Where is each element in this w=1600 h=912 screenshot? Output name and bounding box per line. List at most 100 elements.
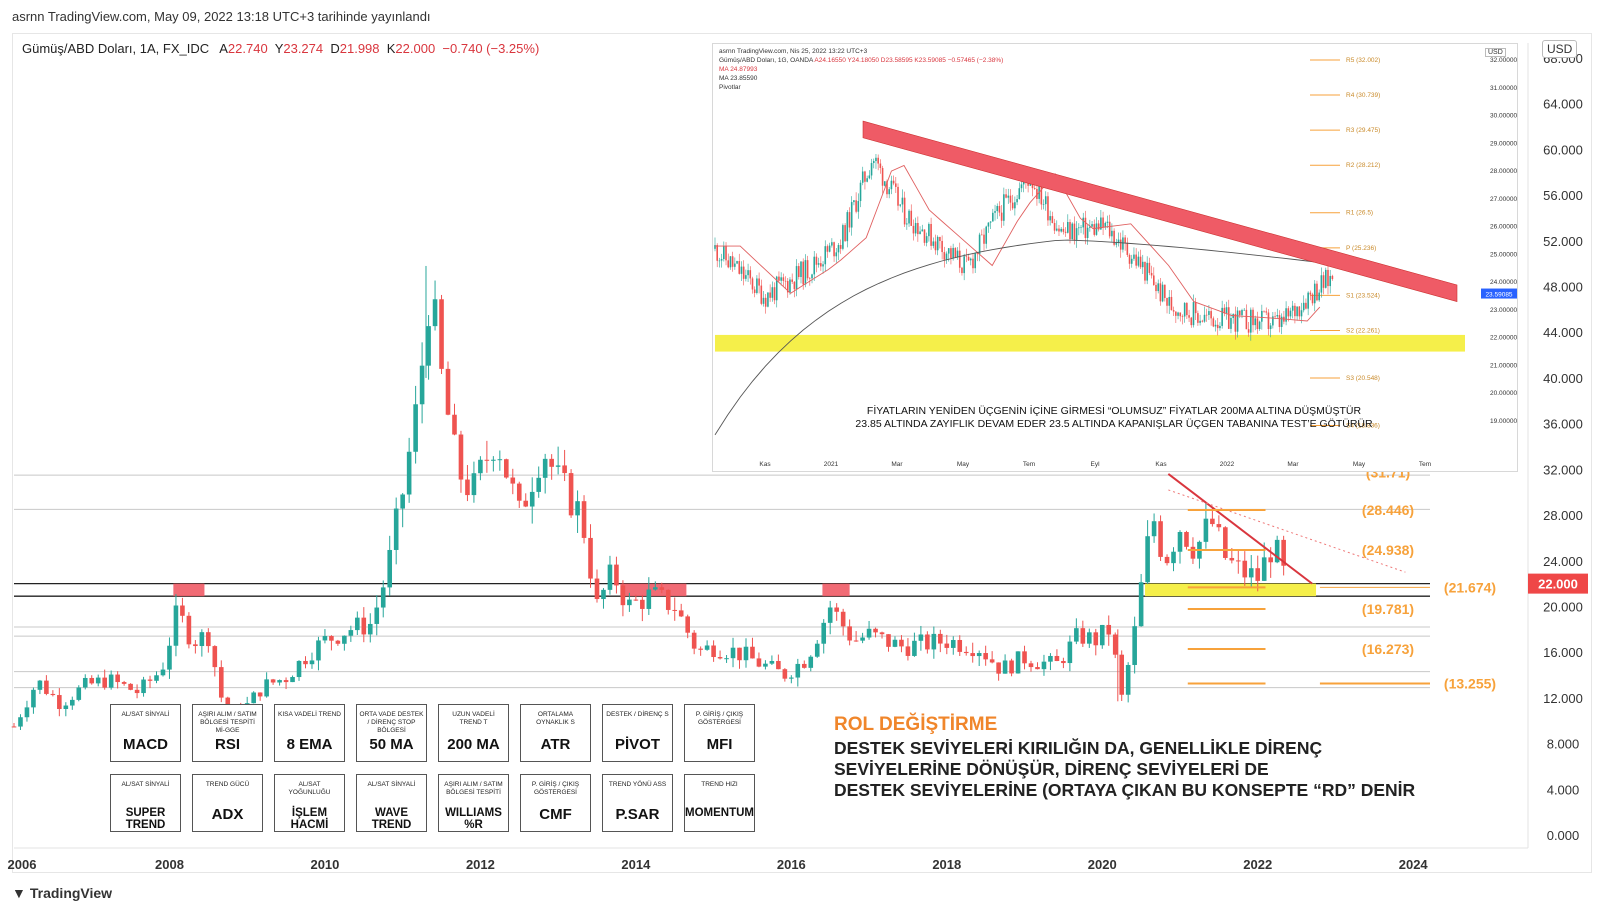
candle-body: [523, 500, 529, 507]
candle-body: [652, 587, 658, 590]
candle-body: [776, 660, 781, 670]
candle-body: [491, 459, 496, 461]
indicator-box: ORTA VADE DESTEK / DİRENÇ STOP BÖLGESİ 50…: [356, 704, 427, 762]
candle-body: [11, 726, 17, 728]
inset-ma2: MA 23.85590: [719, 75, 758, 82]
candle-body: [808, 656, 814, 668]
high-value: 23.274: [283, 41, 324, 56]
candle-body: [193, 644, 198, 647]
candle-body: [186, 615, 192, 645]
indicator-box: AL/SAT SİNYALİ SUPER TREND: [110, 774, 181, 832]
candle-body: [983, 653, 988, 660]
indicator-name: RSI: [214, 736, 240, 753]
candle-body: [1223, 527, 1228, 558]
y-tick-label: 56.000: [1543, 188, 1583, 203]
candle-body: [316, 640, 321, 661]
candle-body: [445, 368, 451, 415]
candle-body: [627, 599, 632, 606]
candle-body: [1099, 624, 1105, 646]
indicator-box: ORTALAMA OYNAKLIK S ATR: [520, 704, 591, 762]
x-tick-label: 2008: [155, 857, 184, 872]
candle-body: [478, 459, 483, 474]
inset-open: A24.16550: [814, 57, 846, 64]
candle-body: [763, 663, 768, 667]
candle-body: [1164, 556, 1170, 564]
inset-pivot-label: Pivotlar: [719, 84, 741, 91]
candle-body: [899, 639, 904, 647]
candle-body: [270, 679, 276, 683]
indicator-name: SUPER TREND: [125, 807, 166, 831]
candle-body: [82, 677, 88, 688]
indicator-desc: KISA VADELİ TREND: [278, 711, 341, 718]
indicator-name: 200 MA: [447, 736, 500, 753]
inset-note-line1: FİYATLARIN YENİDEN ÜÇGENİN İÇİNE GİRMESİ…: [866, 405, 1362, 417]
candle-body: [866, 628, 872, 638]
x-tick-label: 2018: [932, 857, 961, 872]
candle-body: [938, 633, 943, 644]
candle-body: [69, 699, 75, 706]
indicator-name: MACD: [123, 736, 168, 753]
last-price-tag: [1528, 573, 1588, 594]
close-label: K: [386, 41, 396, 56]
candle-body: [1248, 568, 1254, 578]
candle-body: [1138, 582, 1144, 627]
candle-body: [471, 473, 477, 496]
indicator-name: P.SAR: [615, 806, 660, 823]
indicator-box: AL/SAT SİNYALİ WAVE TREND: [356, 774, 427, 832]
indicator-box: AŞIRI ALIM / SATIM BÖLGESİ TESPİTİ WILLIA…: [438, 774, 509, 832]
inset-currency[interactable]: USD: [1485, 48, 1506, 57]
candle-body: [555, 465, 561, 467]
indicator-box: AŞIRI ALIM / SATIM BÖLGESİ TESPİTİ Mİ-GG…: [192, 704, 263, 762]
inset-watermark: asrnn TradingView.com, Nis 25, 2022 13:2…: [719, 48, 868, 55]
candle-body: [1080, 628, 1086, 644]
candle-body: [1041, 661, 1047, 670]
candle-body: [1087, 632, 1092, 644]
candle-body: [108, 674, 114, 688]
support-zone: [1145, 583, 1317, 597]
candle-body: [1242, 560, 1248, 578]
candle-body: [1281, 539, 1286, 566]
candle-body: [963, 651, 969, 654]
y-tick-label: 0.000: [1547, 828, 1580, 843]
y-tick-label: 52.000: [1543, 234, 1583, 249]
y-tick-label: 24.000: [1543, 554, 1583, 569]
candle-body: [141, 679, 146, 694]
candle-body: [283, 680, 289, 683]
candle-body: [374, 607, 380, 624]
candle-body: [1106, 624, 1112, 635]
tradingview-logo[interactable]: ▼ TradingView: [12, 885, 112, 901]
candle-body: [1171, 551, 1176, 564]
indicator-desc: AŞIRI ALIM / SATIM BÖLGESİ TESPİTİ Mİ-GG…: [198, 711, 257, 734]
y-tick-label: 64.000: [1543, 97, 1583, 112]
indicator-box: AL/SAT YOĞUNLUĞU İŞLEM HACMİ: [274, 774, 345, 832]
low-label: D: [330, 41, 340, 56]
candle-body: [905, 646, 911, 656]
candle-body: [1015, 651, 1021, 674]
candle-body: [516, 483, 522, 501]
candle-body: [44, 680, 49, 694]
candle-body: [691, 632, 697, 649]
indicator-name: ADX: [211, 806, 244, 823]
candle-body: [348, 630, 354, 636]
symbol-legend: Gümüş/ABD Doları, 1A, FX_IDC A22.740 Y23…: [22, 41, 539, 56]
candle-body: [1093, 632, 1099, 646]
candle-body: [1125, 664, 1131, 695]
indicator-desc: ORTALAMA OYNAKLIK S: [536, 711, 575, 726]
candle-body: [160, 669, 166, 676]
candle-body: [542, 458, 548, 478]
inset-change: −0.57465 (−2.38%): [947, 57, 1004, 64]
x-tick-label: 2010: [310, 857, 339, 872]
indicator-name: 8 EMA: [286, 736, 333, 753]
candle-body: [1112, 634, 1118, 655]
candle-body: [1022, 651, 1027, 664]
candle-body: [607, 564, 613, 590]
currency-button[interactable]: USD: [1542, 40, 1578, 58]
candle-body: [361, 617, 367, 635]
candle-body: [996, 662, 1001, 674]
y-tick-label: 8.000: [1547, 737, 1580, 752]
role-change-block: [620, 583, 687, 597]
candle-body: [1035, 667, 1040, 670]
candle-body: [277, 680, 282, 683]
tv-logo-icon: ▼: [12, 885, 26, 901]
